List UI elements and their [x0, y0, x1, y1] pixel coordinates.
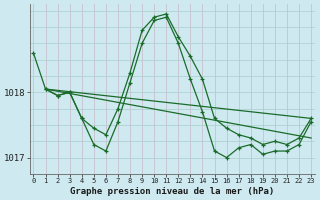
X-axis label: Graphe pression niveau de la mer (hPa): Graphe pression niveau de la mer (hPa): [70, 187, 275, 196]
